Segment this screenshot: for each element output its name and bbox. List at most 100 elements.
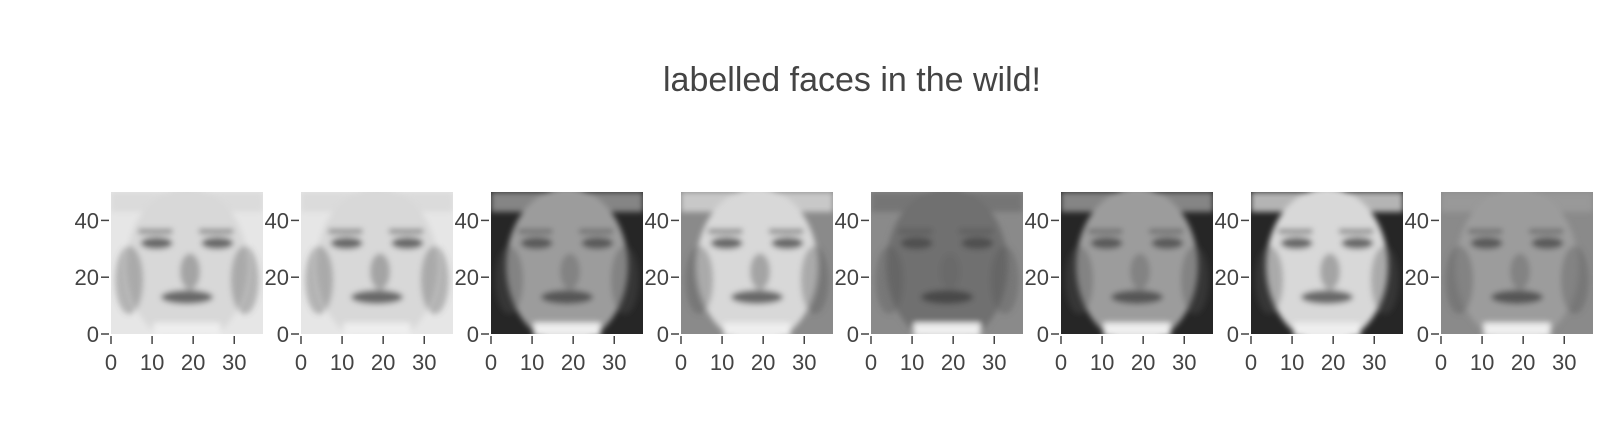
x-tick-label: 0 xyxy=(485,350,497,375)
x-tick-label: 20 xyxy=(181,350,205,375)
y-tick-label: 20 xyxy=(835,265,859,290)
face-nose xyxy=(750,253,771,290)
face-mouth xyxy=(1491,290,1543,305)
x-tick-label: 10 xyxy=(900,350,924,375)
y-tick-label: 40 xyxy=(645,208,669,233)
face-panel: 0 20 40 0 10 20 30 xyxy=(75,192,263,375)
face-image xyxy=(111,192,263,334)
face-image xyxy=(871,192,1023,334)
y-tick-label: 40 xyxy=(835,208,859,233)
face-right-shade xyxy=(1560,246,1589,315)
panels: 0 20 40 0 10 20 30 0 20 40 0 10 20 30 0 20 40 0 10 20 30 0 20 4… xyxy=(75,192,1593,375)
face-collar xyxy=(913,322,981,334)
face-shape xyxy=(491,192,643,334)
x-tick-label: 0 xyxy=(1435,350,1447,375)
face-collar xyxy=(723,322,791,334)
x-tick-label: 30 xyxy=(222,350,246,375)
face-left-brow xyxy=(898,228,933,234)
x-tick-label: 30 xyxy=(1552,350,1576,375)
y-tick-label: 20 xyxy=(645,265,669,290)
face-forehead xyxy=(111,192,263,212)
face-right-brow xyxy=(769,228,804,234)
face-mouth xyxy=(1301,290,1353,305)
face-nose xyxy=(1130,253,1151,290)
face-image xyxy=(1441,192,1593,334)
face-left-eye xyxy=(710,237,743,250)
face-nose xyxy=(940,253,961,290)
face-nose xyxy=(180,253,201,290)
x-tick-label: 30 xyxy=(792,350,816,375)
face-collar xyxy=(343,322,411,334)
face-panel: 0 20 40 0 10 20 30 xyxy=(645,192,833,375)
x-tick-label: 20 xyxy=(371,350,395,375)
y-tick-label: 40 xyxy=(265,208,289,233)
x-tick-label: 10 xyxy=(1090,350,1114,375)
face-mouth xyxy=(541,290,593,305)
face-left-brow xyxy=(518,228,553,234)
x-tick-label: 10 xyxy=(1470,350,1494,375)
x-tick-label: 20 xyxy=(561,350,585,375)
face-collar xyxy=(1483,322,1551,334)
y-tick-label: 20 xyxy=(1405,265,1429,290)
face-right-shade xyxy=(800,246,829,315)
x-tick-label: 20 xyxy=(751,350,775,375)
face-left-brow xyxy=(1468,228,1503,234)
face-right-eye xyxy=(771,237,804,250)
face-left-shade xyxy=(685,246,714,315)
y-tick-label: 0 xyxy=(87,322,99,347)
face-mouth xyxy=(1111,290,1163,305)
x-tick-label: 0 xyxy=(865,350,877,375)
face-image xyxy=(1251,192,1403,334)
y-tick-label: 20 xyxy=(1215,265,1239,290)
x-tick-label: 30 xyxy=(982,350,1006,375)
x-tick-label: 10 xyxy=(330,350,354,375)
face-forehead xyxy=(871,192,1023,212)
face-right-eye xyxy=(581,237,614,250)
x-tick-label: 0 xyxy=(105,350,117,375)
y-tick-label: 0 xyxy=(277,322,289,347)
x-tick-label: 30 xyxy=(412,350,436,375)
face-mouth xyxy=(731,290,783,305)
face-left-shade xyxy=(1065,246,1094,315)
y-tick-label: 40 xyxy=(1025,208,1049,233)
face-right-eye xyxy=(961,237,994,250)
y-tick-label: 40 xyxy=(1215,208,1239,233)
face-collar xyxy=(153,322,221,334)
face-forehead xyxy=(681,192,833,212)
face-left-shade xyxy=(115,246,144,315)
face-right-brow xyxy=(959,228,994,234)
x-tick-label: 20 xyxy=(941,350,965,375)
x-tick-label: 0 xyxy=(295,350,307,375)
face-collar xyxy=(1103,322,1171,334)
face-left-shade xyxy=(495,246,524,315)
y-tick-label: 20 xyxy=(75,265,99,290)
face-shape xyxy=(871,192,1023,334)
face-left-eye xyxy=(1280,237,1313,250)
face-forehead xyxy=(1251,192,1403,212)
face-right-eye xyxy=(391,237,424,250)
face-right-brow xyxy=(199,228,234,234)
face-right-eye xyxy=(1341,237,1374,250)
face-image xyxy=(301,192,453,334)
x-tick-label: 10 xyxy=(710,350,734,375)
y-tick-label: 0 xyxy=(1037,322,1049,347)
x-tick-label: 30 xyxy=(602,350,626,375)
face-forehead xyxy=(1061,192,1213,212)
face-nose xyxy=(1320,253,1341,290)
y-tick-label: 40 xyxy=(1405,208,1429,233)
y-tick-label: 0 xyxy=(657,322,669,347)
x-tick-label: 0 xyxy=(675,350,687,375)
face-nose xyxy=(1510,253,1531,290)
face-panel: 0 20 40 0 10 20 30 xyxy=(1025,192,1213,375)
y-tick-label: 40 xyxy=(75,208,99,233)
x-tick-label: 20 xyxy=(1321,350,1345,375)
face-right-brow xyxy=(1149,228,1184,234)
face-left-eye xyxy=(140,237,173,250)
face-right-brow xyxy=(389,228,424,234)
x-tick-label: 0 xyxy=(1055,350,1067,375)
face-mouth xyxy=(921,290,973,305)
face-left-brow xyxy=(1278,228,1313,234)
face-left-shade xyxy=(1445,246,1474,315)
face-left-shade xyxy=(875,246,904,315)
